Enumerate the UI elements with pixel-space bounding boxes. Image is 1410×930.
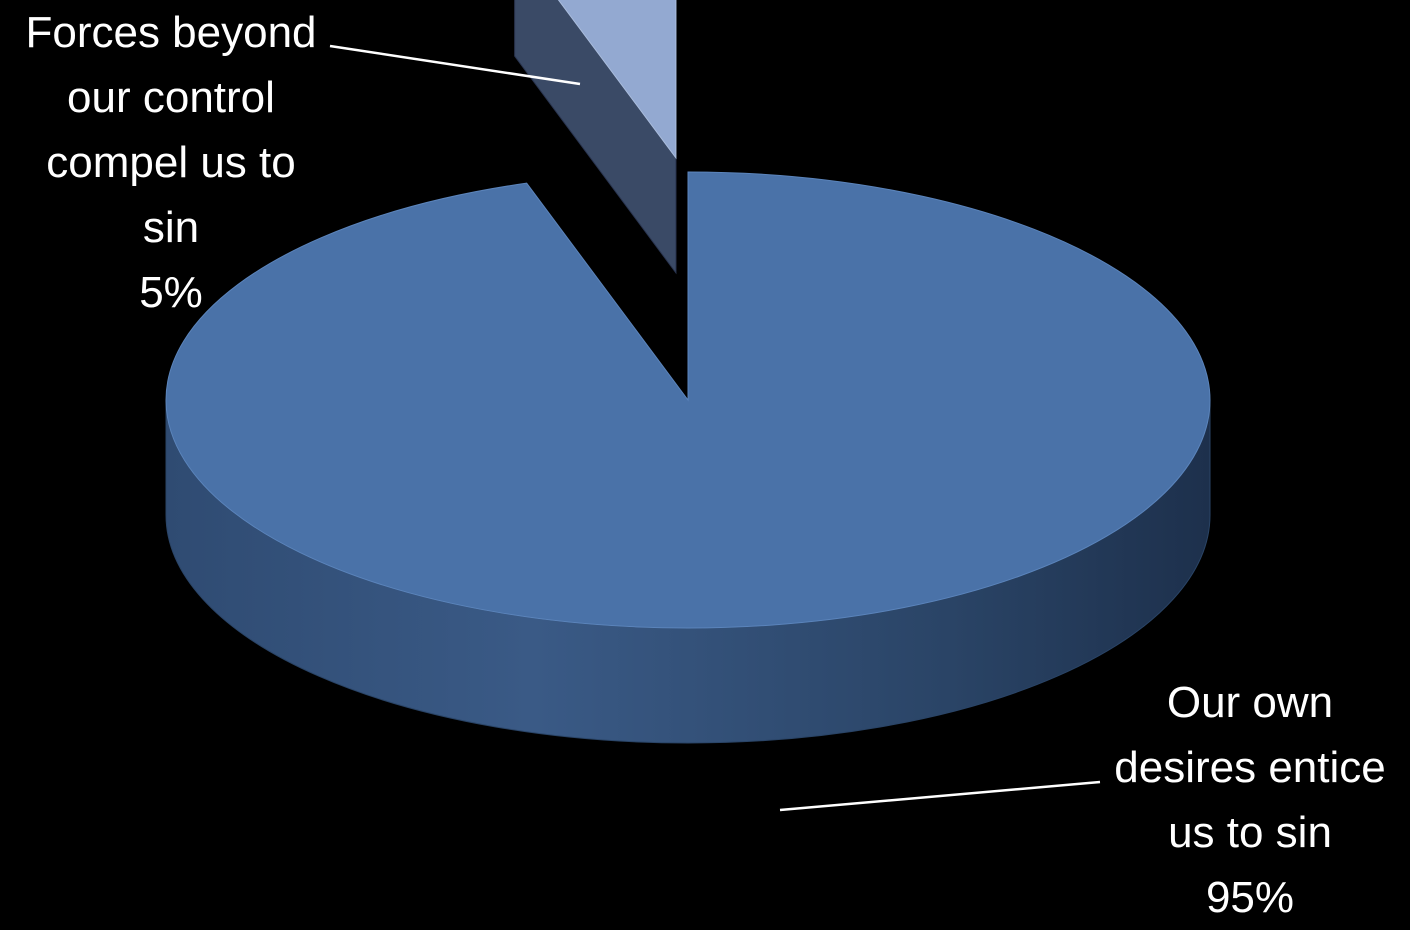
data-label-desires-line-1: Our own: [1166, 678, 1334, 727]
leader-line-forces: [329, 44, 581, 86]
data-label-forces-line-2: our control: [67, 73, 275, 122]
data-label-desires-line-3: us to sin: [1168, 808, 1332, 857]
leader-line-desires: [779, 780, 1101, 812]
data-label-forces-line-1: Forces beyond: [25, 8, 317, 57]
data-label-forces-line-4: sin: [142, 203, 200, 252]
data-label-forces-line-3: compel us to: [46, 138, 296, 187]
data-label-forces-value: 5%: [139, 268, 203, 317]
pie-slice-desires: [165, 171, 1211, 629]
data-label-desires: Our own desires entice us to sin 95%: [1100, 670, 1400, 930]
data-label-desires-line-2: desires entice: [1114, 743, 1386, 792]
data-label-forces: Forces beyond our control compel us to s…: [12, 0, 330, 325]
pie-slice-forces: [557, 0, 677, 160]
data-label-desires-value: 95%: [1205, 873, 1295, 922]
